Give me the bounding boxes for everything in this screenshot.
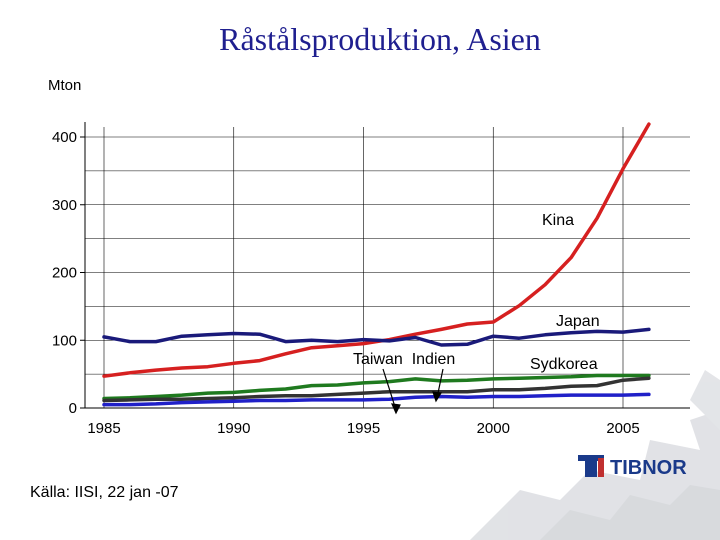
y-tick-label: 400 bbox=[52, 129, 77, 146]
label-japan: Japan bbox=[556, 313, 600, 330]
x-tick-label: 1995 bbox=[347, 420, 380, 437]
series-line-japan bbox=[102, 327, 651, 347]
y-tick-label: 300 bbox=[52, 197, 77, 214]
logo-text: TIBNOR bbox=[610, 457, 687, 479]
chart-title: Råstålsproduktion, Asien bbox=[219, 21, 541, 57]
series-line-sydkorea bbox=[102, 373, 651, 401]
y-tick-label: 100 bbox=[52, 332, 77, 349]
source-note: Källa: IISI, 22 jan -07 bbox=[30, 484, 179, 501]
x-tick-label: 2005 bbox=[606, 420, 639, 437]
x-ticks: 1985 1990 1995 2000 2005 bbox=[87, 420, 639, 437]
label-sydkorea: Sydkorea bbox=[530, 356, 598, 373]
series-line-indien bbox=[102, 376, 651, 403]
axes bbox=[84, 122, 690, 409]
y-tick-label: 200 bbox=[52, 265, 77, 282]
label-kina: Kina bbox=[542, 212, 574, 229]
y-axis-label: Mton bbox=[48, 77, 81, 94]
series-line-kina bbox=[102, 122, 651, 378]
series-line-taiwan bbox=[102, 392, 651, 407]
x-tick-label: 1990 bbox=[217, 420, 250, 437]
x-tick-label: 2000 bbox=[477, 420, 510, 437]
label-arrows bbox=[382, 368, 444, 415]
y-tick-label: 0 bbox=[69, 400, 77, 417]
label-taiwan-indien: Taiwan Indien bbox=[353, 351, 455, 368]
x-tick-label: 1985 bbox=[87, 420, 120, 437]
y-ticks: 0 100 200 300 400 bbox=[52, 129, 85, 417]
series bbox=[102, 122, 651, 407]
tibnor-logo-icon bbox=[578, 455, 604, 477]
